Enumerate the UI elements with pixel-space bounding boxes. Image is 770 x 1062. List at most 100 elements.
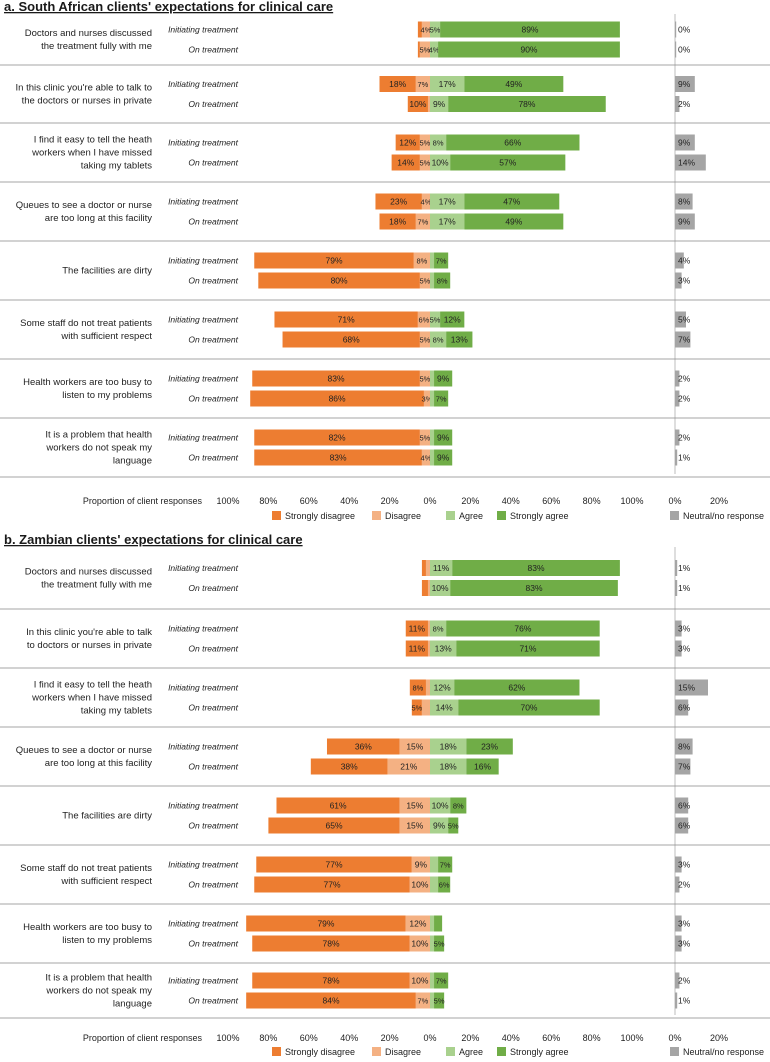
bar-neutral: [675, 797, 689, 814]
x-tick-label: 40%: [502, 496, 520, 506]
data-label: 18%: [389, 79, 406, 89]
bar-strongly-disagree: [254, 876, 410, 893]
legend-swatch: [272, 1047, 281, 1056]
neutral-label: 15%: [678, 683, 695, 693]
bar-disagree: [419, 41, 430, 58]
data-label: 78%: [323, 976, 340, 986]
row-label: On treatment: [188, 453, 238, 463]
legend-label: Strongly disagree: [285, 1047, 355, 1057]
data-label: 77%: [324, 880, 341, 890]
bar-strongly-agree: [438, 41, 620, 58]
bar-strongly-disagree: [252, 935, 410, 952]
data-label: 7%: [418, 218, 429, 227]
data-label: 5%: [411, 704, 422, 713]
data-label: 16%: [474, 762, 491, 772]
data-label: 18%: [440, 742, 457, 752]
data-label: 8%: [437, 277, 448, 286]
data-label: 17%: [439, 197, 456, 207]
data-label: 12%: [399, 138, 416, 148]
x-tick-label: 40%: [340, 1033, 358, 1043]
legend-swatch: [670, 511, 679, 520]
data-label: 5%: [420, 277, 431, 286]
question-label: the doctors or nurses in private: [22, 96, 152, 107]
neutral-label: 3%: [678, 860, 691, 870]
data-label: 79%: [317, 919, 334, 929]
bar-neutral: [675, 560, 678, 576]
legend-label: Disagree: [385, 511, 421, 521]
bar-strongly-disagree: [246, 992, 416, 1009]
data-label: 8%: [433, 625, 444, 634]
neutral-label: 9%: [678, 217, 691, 227]
data-label: 17%: [439, 79, 456, 89]
question-label: to doctors or nurses in private: [27, 640, 152, 651]
bar-neutral: [675, 390, 680, 407]
bar-neutral: [675, 758, 691, 775]
row-label: Initiating treatment: [168, 79, 239, 89]
bar-agree: [430, 797, 451, 814]
question-label: Queues to see a doctor or nurse: [16, 745, 152, 756]
bar-disagree: [409, 935, 430, 952]
x-tick-label: 80%: [583, 1033, 601, 1043]
legend-label: Strongly agree: [510, 1047, 569, 1057]
data-label: 5%: [420, 375, 431, 384]
question-group: In this clinic you're able to talk to doc…: [26, 620, 691, 657]
data-label: 4%: [421, 26, 432, 35]
bar-disagree: [399, 797, 430, 814]
question-label: It is a problem that health: [45, 430, 152, 441]
bar-strongly-disagree: [246, 915, 406, 932]
bar-strongly-agree: [458, 699, 600, 716]
question-label: It is a problem that health: [45, 973, 152, 984]
bar-agree: [430, 76, 465, 92]
bar-agree: [430, 817, 449, 834]
bar-neutral: [675, 679, 708, 696]
legend-swatch: [497, 511, 506, 520]
neutral-label: 2%: [678, 394, 691, 404]
data-label: 7%: [418, 80, 429, 89]
panel-b: b. Zambian clients' expectations for cli…: [0, 532, 770, 1057]
row-label: Initiating treatment: [168, 25, 239, 35]
x-tick-label: 60%: [300, 1033, 318, 1043]
panel-title-b: b. Zambian clients' expectations for cli…: [4, 532, 303, 547]
bar-disagree: [415, 992, 430, 1009]
data-label: 78%: [518, 99, 535, 109]
data-label: 10%: [432, 801, 449, 811]
legend-swatch: [446, 511, 455, 520]
question-group: It is a problem that health workers do no…: [45, 429, 691, 467]
bar-agree: [430, 134, 447, 151]
bar-agree: [430, 856, 439, 873]
bar-strongly-agree: [448, 96, 606, 112]
bar-agree: [430, 96, 449, 112]
bar-strongly-agree: [446, 134, 580, 151]
x-tick-label: 40%: [502, 1033, 520, 1043]
data-label: 3%: [422, 395, 433, 404]
bar-strongly-agree: [434, 935, 445, 952]
row-label: On treatment: [188, 996, 238, 1006]
row-label: On treatment: [188, 276, 238, 286]
bar-strongly-agree: [446, 620, 600, 637]
bar-disagree: [415, 213, 430, 230]
legend-label: Strongly agree: [510, 511, 569, 521]
bar-neutral: [675, 935, 682, 952]
row-label: Initiating treatment: [168, 563, 239, 573]
question-group: In this clinic you're able to talk to the…: [16, 76, 695, 112]
neutral-label: 2%: [678, 99, 691, 109]
neutral-label: 6%: [678, 801, 691, 811]
panel-title-a: a. South African clients' expectations f…: [4, 0, 333, 14]
question-group: Doctors and nurses discussed the treatmen…: [25, 560, 691, 596]
bar-disagree: [425, 679, 430, 696]
neutral-tick-label: 0%: [668, 496, 681, 506]
bar-strongly-agree: [434, 915, 443, 932]
data-label: 8%: [433, 336, 444, 345]
bar-agree: [430, 252, 435, 269]
row-label: On treatment: [188, 335, 238, 345]
data-label: 5%: [430, 316, 441, 325]
bar-agree: [430, 272, 435, 289]
question-group: I find it easy to tell the heath workers …: [31, 679, 708, 717]
bar-disagree: [413, 252, 430, 269]
question-group: Queues to see a doctor or nurse are too l…: [16, 193, 695, 230]
neutral-label: 5%: [678, 315, 691, 325]
bar-strongly-disagree: [409, 679, 426, 696]
row-label: Initiating treatment: [168, 433, 239, 443]
bar-disagree: [423, 390, 430, 407]
bar-strongly-disagree: [421, 580, 428, 596]
